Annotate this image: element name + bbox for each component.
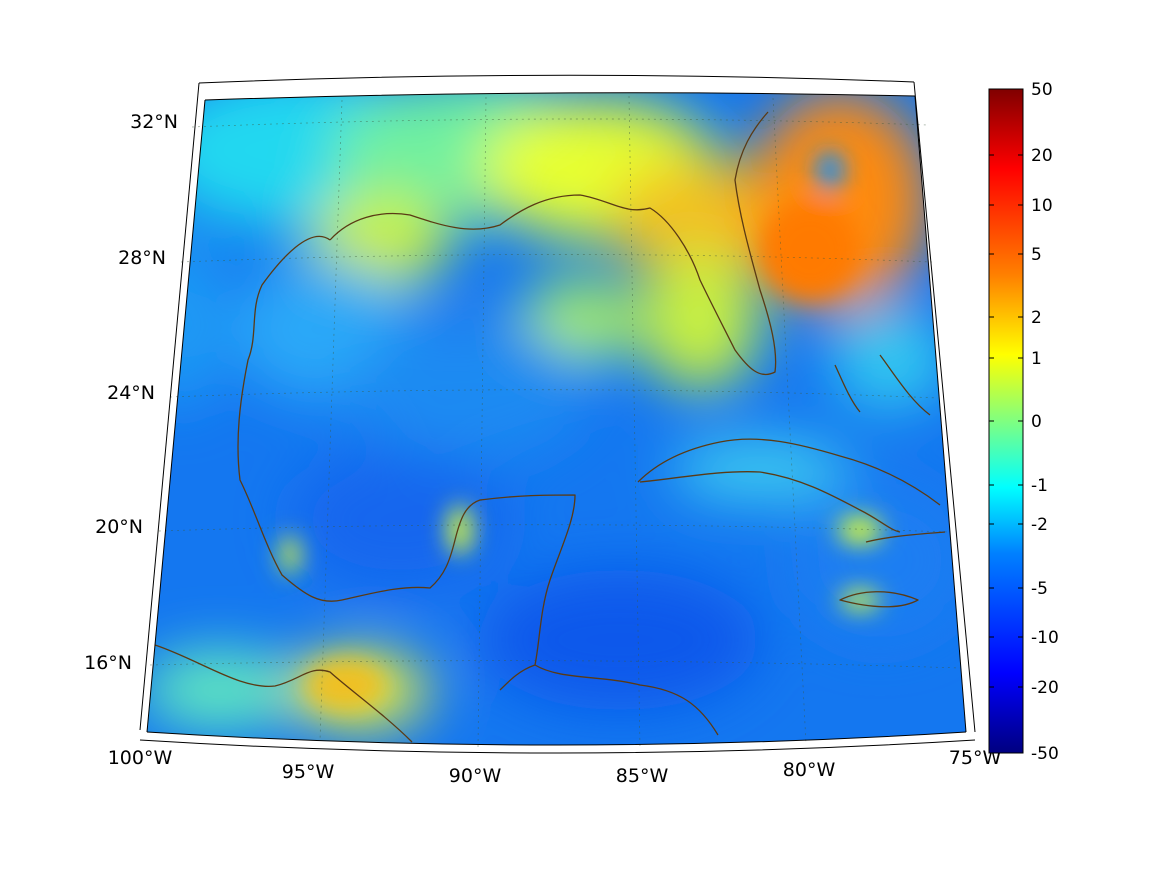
- colorbar-tick-label: 5: [1031, 245, 1042, 265]
- colorbar-tick-label: 10: [1031, 196, 1053, 216]
- colorbar-tick-label: 20: [1031, 146, 1053, 166]
- colorbar-tick-label: -5: [1031, 579, 1048, 599]
- colorbar-gradient: [988, 88, 1024, 754]
- colorbar-tick-label: -10: [1031, 628, 1059, 648]
- coastlines: [154, 111, 946, 743]
- lon-label: 95°W: [282, 761, 335, 783]
- colorbar-tick-label: -50: [1031, 744, 1059, 764]
- lon-label: 90°W: [449, 765, 502, 787]
- map-frame: [139, 74, 976, 754]
- lat-label: 16°N: [84, 652, 132, 674]
- lon-label: 80°W: [783, 759, 836, 781]
- lat-label: 24°N: [107, 382, 155, 404]
- lon-label: 75°W: [949, 747, 1002, 769]
- colorbar-tick-label: 0: [1031, 412, 1042, 432]
- data-field: [147, 92, 966, 746]
- colorbar-tick-label: 1: [1031, 349, 1042, 369]
- colorbar-tick-label: 50: [1031, 80, 1053, 100]
- colorbar-tick-label: -1: [1031, 476, 1048, 496]
- lat-label: 20°N: [95, 516, 143, 538]
- latitude-labels: 32°N 28°N 24°N 20°N 16°N: [84, 111, 178, 674]
- lon-label: 85°W: [616, 765, 669, 787]
- colorbar-tick-label: 2: [1031, 308, 1042, 328]
- graticule: [149, 95, 961, 749]
- lat-label: 32°N: [130, 111, 178, 133]
- colorbar-tick-label: -20: [1031, 678, 1059, 698]
- colorbar-tick-label: -2: [1031, 515, 1048, 535]
- longitude-labels: 100°W 95°W 90°W 85°W 80°W 75°W: [108, 747, 1002, 787]
- lon-label: 100°W: [108, 747, 173, 769]
- lat-label: 28°N: [118, 247, 166, 269]
